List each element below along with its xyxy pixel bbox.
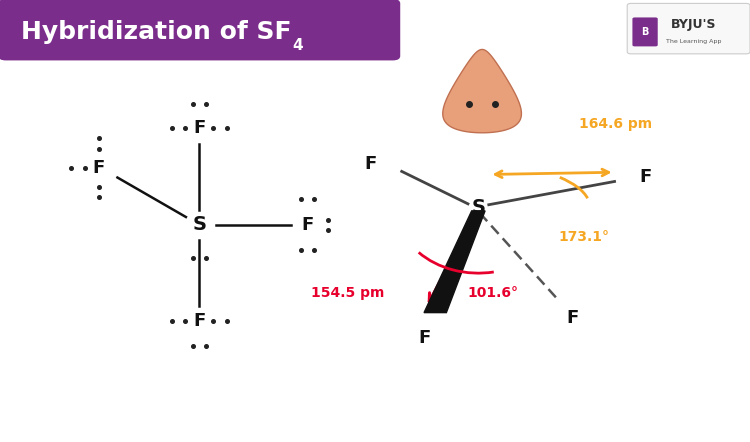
Text: S: S [192, 215, 206, 234]
FancyBboxPatch shape [0, 0, 400, 61]
Text: 164.6 pm: 164.6 pm [579, 117, 652, 131]
Text: F: F [364, 156, 376, 173]
Text: Hybridization of SF: Hybridization of SF [21, 20, 291, 44]
Text: 4: 4 [292, 38, 303, 53]
Text: F: F [93, 159, 105, 177]
Text: S: S [471, 198, 485, 217]
Text: 154.5 pm: 154.5 pm [311, 286, 384, 300]
Text: F: F [301, 216, 313, 234]
Text: B: B [641, 27, 649, 37]
Text: F: F [567, 309, 579, 328]
Text: F: F [194, 119, 206, 137]
Text: F: F [194, 312, 206, 330]
Text: The Learning App: The Learning App [666, 39, 722, 45]
Polygon shape [424, 211, 485, 312]
Text: F: F [418, 328, 430, 347]
Text: 173.1°: 173.1° [559, 230, 610, 244]
FancyBboxPatch shape [632, 17, 658, 46]
Text: BYJU'S: BYJU'S [670, 18, 716, 31]
Text: F: F [640, 168, 652, 186]
Text: 101.6°: 101.6° [467, 286, 518, 300]
PathPatch shape [442, 50, 521, 133]
FancyBboxPatch shape [627, 4, 750, 54]
